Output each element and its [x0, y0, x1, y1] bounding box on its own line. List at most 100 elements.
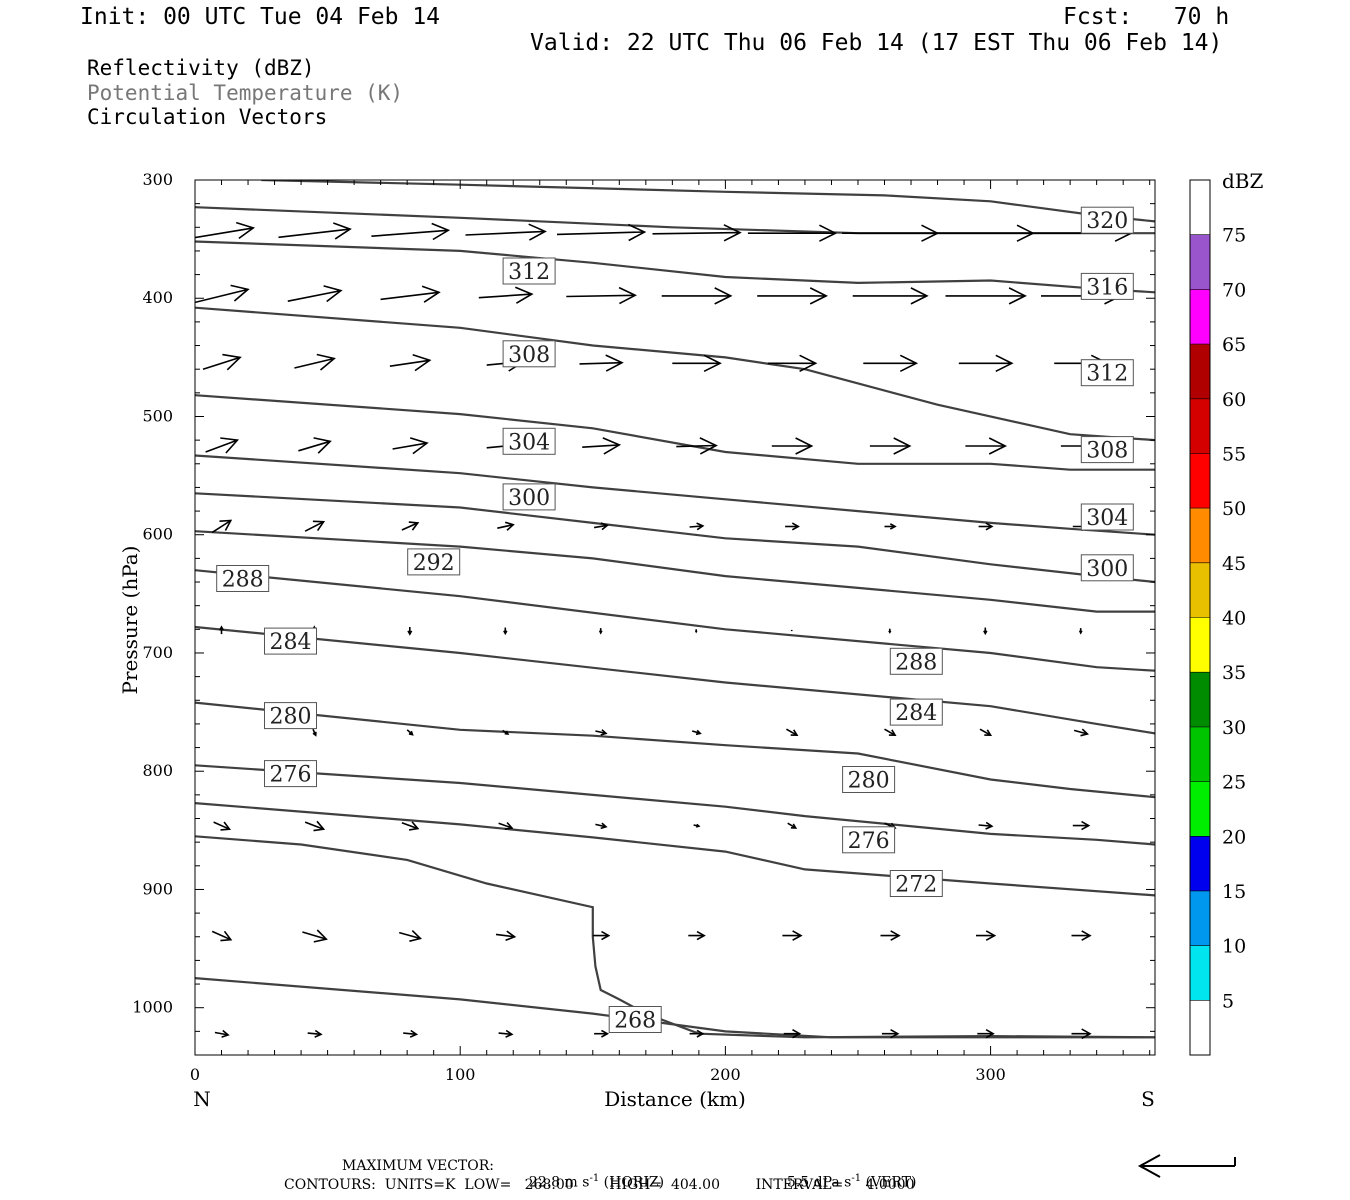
vector-arrow [392, 437, 429, 455]
vector-arrow [304, 520, 326, 532]
vector-arrow [498, 821, 514, 830]
vector-arrow [884, 523, 897, 530]
vector-arrow [407, 627, 413, 636]
vector-arrow [977, 1029, 995, 1039]
vector-arrow [593, 522, 610, 531]
colorbar-label: 50 [1222, 498, 1246, 520]
max-vector-horizontal: 22.8 m s-1 (HORIZ) [520, 1157, 664, 1191]
vector-arrow [195, 221, 256, 240]
colorbar-segment [1190, 180, 1210, 235]
vector-arrow [863, 354, 919, 373]
colorbar-segment [1190, 781, 1210, 837]
max-horiz-value: 22.8 m s [528, 1174, 590, 1191]
colorbar-label: 75 [1222, 225, 1246, 247]
contour-label-text: 272 [895, 873, 937, 898]
contour-label-text: 304 [1086, 506, 1128, 531]
vector-arrow [688, 930, 706, 941]
colorbar-label: 30 [1222, 717, 1246, 739]
vector-arrow [852, 287, 929, 305]
colorbar-label: 10 [1222, 936, 1246, 958]
y-tick-label: 800 [142, 761, 173, 780]
isentrope-276 [195, 764, 1155, 846]
max-vector-label: MAXIMUM VECTOR: [342, 1158, 494, 1174]
colorbar-segment [1190, 562, 1210, 618]
y-tick-label: 400 [142, 288, 173, 307]
colorbar-segment [1190, 1000, 1210, 1055]
colorbar-label: 70 [1222, 279, 1246, 301]
colorbar-segment [1190, 234, 1210, 290]
isentrope-268 [195, 835, 1155, 1039]
x-axis-end-label-south: S [1141, 1087, 1155, 1111]
contour-label-304: 304 [1080, 503, 1134, 531]
contour-label-text: 284 [270, 630, 312, 655]
vector-arrow [202, 353, 242, 371]
vector-arrow [566, 286, 637, 305]
isentrope-272 [195, 802, 1155, 897]
vector-arrow [1073, 728, 1090, 737]
vector-arrow [958, 354, 1014, 373]
colorbar-segment [1190, 617, 1210, 673]
vector-arrow [406, 729, 414, 736]
colorbar-label: 45 [1222, 553, 1246, 575]
vector-arrow [214, 1029, 230, 1038]
colorbar-segment [1190, 836, 1210, 891]
contour-label-312: 312 [1080, 359, 1134, 387]
vector-arrow [691, 729, 702, 736]
y-tick-label: 300 [142, 170, 173, 189]
vector-arrow [782, 930, 803, 941]
vector-arrow [294, 353, 336, 371]
contour-label-280: 280 [842, 766, 896, 794]
vector-arrow [594, 1029, 610, 1038]
contour-label-text: 308 [1086, 439, 1128, 464]
isentrope-292 [195, 530, 1155, 613]
contour-label-text: 288 [895, 650, 937, 675]
colorbar-segment [1190, 289, 1210, 345]
colorbar-label: 5 [1222, 990, 1234, 1012]
vector-arrow [1071, 930, 1092, 941]
x-tick-label: 100 [445, 1065, 476, 1084]
vector-arrow [979, 728, 993, 737]
vector-arrow [945, 287, 1027, 305]
colorbar: 5 10 15 20 25 30 35 40 45 50 55 60 65 70 75 [1189, 179, 1246, 1056]
vector-arrow [219, 625, 224, 635]
contour-label-text: 300 [1086, 557, 1128, 582]
contour-label-text: 304 [508, 430, 550, 455]
contour-labels: 320 316 312 312 308 308 304 304 300 300 292 288 288 2… [216, 206, 1134, 1034]
vert-tag: (VERT) [865, 1174, 917, 1191]
contour-label-284: 284 [264, 627, 317, 655]
x-axis-label: Distance (km) [604, 1087, 746, 1111]
vector-arrow [312, 728, 317, 737]
vector-arrow [401, 521, 420, 531]
vector-arrow [495, 930, 517, 942]
colorbar-label: 25 [1222, 772, 1246, 794]
vector-arrow [205, 437, 240, 454]
contour-label-text: 276 [270, 763, 312, 788]
max-horiz-exponent: -1 [589, 1173, 600, 1184]
vector-arrow [881, 1029, 900, 1039]
vector-arrow [965, 437, 1007, 455]
contour-label-276: 276 [842, 826, 896, 854]
colorbar-label: 65 [1222, 334, 1246, 356]
contour-label-text: 288 [222, 568, 264, 593]
isentrope-lines [195, 180, 1155, 1039]
contour-label-320: 320 [1080, 206, 1134, 234]
vector-arrow [978, 821, 994, 830]
legend-circulation-vectors: Circulation Vectors [87, 105, 328, 129]
vector-arrow [211, 519, 233, 534]
vector-arrow [278, 222, 352, 240]
legend-reflectivity: Reflectivity (dBZ) [87, 56, 315, 80]
contour-label-288: 288 [889, 647, 943, 675]
contour-label-text: 284 [895, 701, 937, 726]
y-axis-label: Pressure (hPa) [118, 546, 142, 695]
contour-label-304: 304 [502, 427, 556, 455]
vector-arrow [371, 222, 451, 241]
contour-label-text: 308 [508, 343, 550, 368]
vector-arrow [287, 285, 343, 303]
isentrope-304 [195, 454, 1155, 536]
contour-label-text: 316 [1086, 275, 1128, 300]
vector-arrow [787, 822, 798, 829]
colorbar-label: 40 [1222, 608, 1246, 630]
vector-arrow [888, 628, 892, 634]
legend-potential-temperature: Potential Temperature (K) [87, 81, 404, 105]
